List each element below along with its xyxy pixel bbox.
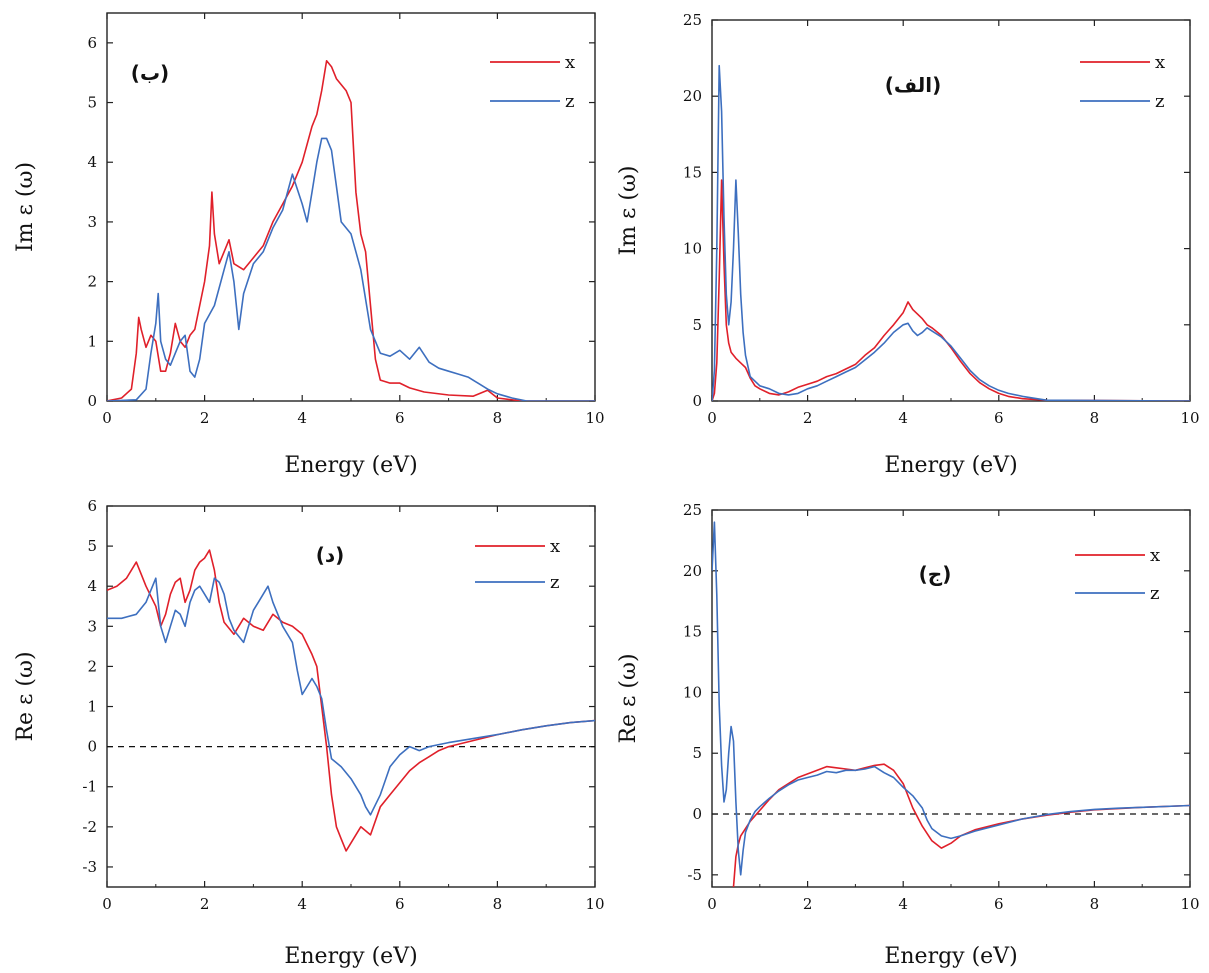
y-tick-label: -2 [82, 818, 97, 836]
series-line-x [712, 179, 1190, 401]
y-tick-label: 3 [87, 213, 97, 231]
chart-panel: 0 2 4 6 8 10 0 5 10 15 20 25 xz (الف) Energy (eV) Im ε … [616, 11, 1200, 478]
x-tick-label: 2 [803, 895, 813, 913]
y-tick-label: 0 [692, 392, 702, 410]
legend-label-x: x [1150, 545, 1160, 566]
panel-tag: (ج) [919, 562, 952, 586]
y-tick-label: 2 [87, 273, 97, 291]
panel-tag: (ب) [131, 61, 169, 85]
y-tick-label: 20 [683, 562, 702, 580]
y-tick-label: 1 [87, 332, 97, 350]
plot-frame [711, 19, 1191, 402]
y-tick-label: -1 [82, 778, 97, 796]
chart-panel: 0 2 4 6 8 10 0 1 2 3 4 5 6 xz (ب) Energy (eV) Im ε (ω) [13, 12, 605, 478]
y-tick-label: 4 [87, 577, 97, 595]
x-tick-label: 2 [200, 409, 210, 427]
y-tick-label: 0 [692, 805, 702, 823]
x-tick-label: 0 [707, 409, 717, 427]
x-tick-label: 0 [102, 409, 112, 427]
y-tick-label: 6 [87, 34, 97, 52]
legend-label-z: z [1155, 91, 1164, 112]
y-tick-label: 10 [683, 240, 702, 258]
y-tick-label: 25 [683, 11, 702, 29]
x-tick-label: 8 [1090, 895, 1100, 913]
x-tick-label: 0 [707, 895, 717, 913]
y-axis-label: Re ε (ω) [13, 651, 38, 741]
legend-label-z: z [550, 572, 559, 593]
legend-label-z: z [565, 91, 574, 112]
legend-label-x: x [550, 536, 560, 557]
x-tick-label: 8 [493, 409, 503, 427]
x-tick-label: 0 [102, 895, 112, 913]
x-tick-label: 6 [395, 409, 405, 427]
x-axis-label: Energy (eV) [284, 453, 417, 478]
x-axis-label: Energy (eV) [284, 944, 417, 969]
chart-panel: 0 2 4 6 8 10 -3 -2 -1 0 1 2 3 4 5 6 xz (د) Energy (eV) Re ε… [13, 497, 605, 969]
series-line-z [712, 64, 1190, 401]
y-tick-label: 10 [683, 683, 702, 701]
x-tick-label: 10 [1180, 895, 1199, 913]
legend-label-x: x [565, 52, 575, 73]
y-tick-label: 15 [683, 623, 702, 641]
series-line-x [107, 549, 595, 852]
x-axis-label: Energy (eV) [884, 944, 1017, 969]
legend-label-z: z [1150, 583, 1159, 604]
chart-panel: 0 2 4 6 8 10 -5 0 5 10 15 20 25 xz (ج) Energy (eV) Re ε … [616, 501, 1200, 969]
legend-label-x: x [1155, 52, 1165, 73]
y-tick-label: 0 [87, 738, 97, 756]
x-tick-label: 8 [493, 895, 503, 913]
x-tick-label: 2 [200, 895, 210, 913]
x-tick-label: 10 [1180, 409, 1199, 427]
x-tick-label: 2 [803, 409, 813, 427]
y-tick-label: 20 [683, 87, 702, 105]
y-tick-label: 3 [87, 617, 97, 635]
y-tick-label: 5 [87, 537, 97, 555]
y-tick-label: -5 [687, 866, 702, 884]
y-tick-label: 4 [87, 153, 97, 171]
y-tick-label: 1 [87, 698, 97, 716]
y-axis-label: Im ε (ω) [616, 165, 641, 255]
y-tick-label: 25 [683, 501, 702, 519]
y-tick-label: -3 [82, 858, 97, 876]
series-line-z [107, 137, 595, 401]
y-tick-label: 5 [692, 744, 702, 762]
plot-frame [106, 505, 596, 888]
x-axis-label: Energy (eV) [884, 453, 1017, 478]
y-tick-label: 2 [87, 657, 97, 675]
panel-tag: (الف) [885, 73, 941, 97]
series-line-x [732, 763, 1190, 887]
x-tick-label: 6 [994, 409, 1004, 427]
y-tick-label: 5 [87, 94, 97, 112]
y-tick-label: 5 [692, 316, 702, 334]
x-tick-label: 4 [898, 895, 908, 913]
y-axis-label: Re ε (ω) [616, 653, 641, 743]
series-line-z [107, 577, 595, 816]
x-tick-label: 10 [585, 895, 604, 913]
series-line-x [107, 59, 595, 401]
y-axis-label: Im ε (ω) [13, 162, 38, 252]
x-tick-label: 4 [898, 409, 908, 427]
x-tick-label: 8 [1090, 409, 1100, 427]
y-tick-label: 0 [87, 392, 97, 410]
x-tick-label: 6 [395, 895, 405, 913]
x-tick-label: 4 [297, 409, 307, 427]
x-tick-label: 4 [297, 895, 307, 913]
y-tick-label: 6 [87, 497, 97, 515]
series-line-z [712, 521, 1190, 876]
x-tick-label: 10 [585, 409, 604, 427]
y-tick-label: 15 [683, 163, 702, 181]
x-tick-label: 6 [994, 895, 1004, 913]
panel-tag: (د) [316, 543, 345, 567]
